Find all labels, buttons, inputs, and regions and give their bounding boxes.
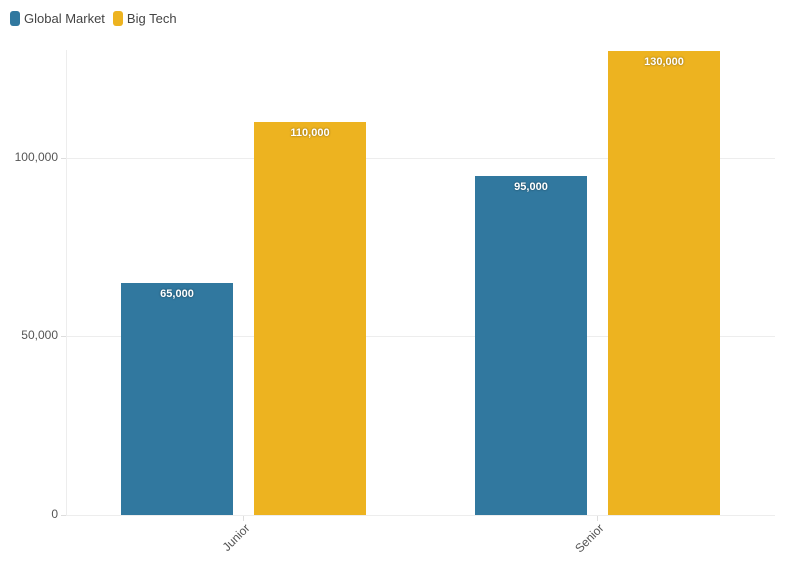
bar-junior-global-market[interactable]: 65,000	[121, 283, 233, 515]
bar-value-label: 65,000	[160, 288, 194, 300]
gridline-50000	[66, 336, 775, 337]
legend-label: Big Tech	[126, 11, 177, 26]
y-axis-line	[66, 50, 67, 516]
legend-swatch-icon	[10, 11, 20, 26]
bar-senior-big-tech[interactable]: 130,000	[608, 51, 720, 515]
bar-value-label: 130,000	[644, 56, 684, 68]
legend-item-big-tech[interactable]: Big Tech	[112, 11, 177, 26]
bar-value-label: 110,000	[290, 127, 330, 139]
chart-legend: Global Market Big Tech	[10, 11, 185, 26]
y-tick-mark	[61, 158, 66, 159]
gridline-100000	[66, 158, 775, 159]
bar-value-label: 95,000	[514, 181, 548, 193]
y-tick-label: 100,000	[14, 150, 58, 164]
legend-item-global-market[interactable]: Global Market	[10, 11, 105, 26]
x-tick-mark	[597, 516, 598, 521]
y-tick-mark	[61, 336, 66, 337]
y-tick-label: 0	[51, 507, 58, 521]
x-tick-mark	[243, 516, 244, 521]
x-tick-label-junior: Junior	[219, 521, 253, 555]
y-tick-mark	[61, 515, 66, 516]
bar-junior-big-tech[interactable]: 110,000	[254, 122, 366, 515]
bar-senior-global-market[interactable]: 95,000	[475, 176, 587, 515]
y-tick-label: 50,000	[21, 328, 58, 342]
legend-swatch-icon	[112, 11, 123, 26]
x-axis-baseline	[66, 515, 775, 516]
x-tick-label-senior: Senior	[572, 521, 607, 556]
legend-label: Global Market	[24, 11, 105, 26]
